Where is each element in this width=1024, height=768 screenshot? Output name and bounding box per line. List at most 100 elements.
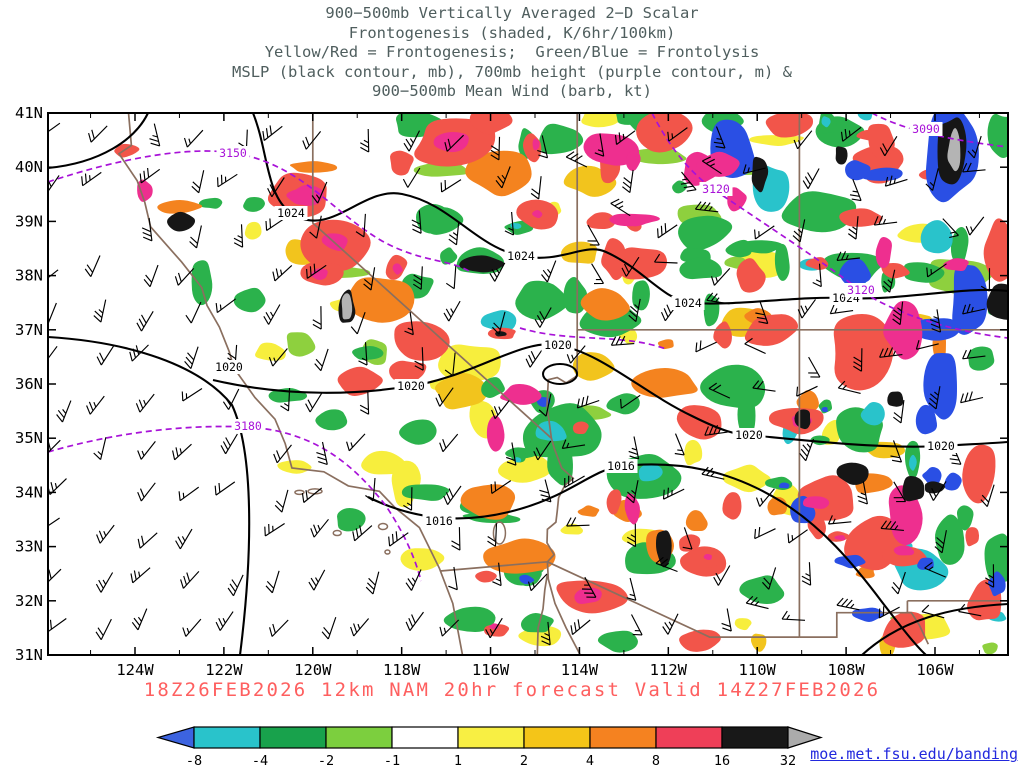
wind-barb <box>570 619 591 636</box>
wind-barb <box>274 489 289 513</box>
wind-barb <box>812 263 822 288</box>
shaded-region <box>638 463 663 482</box>
wind-barb <box>630 614 643 636</box>
wind-barb <box>893 481 907 503</box>
state-border <box>536 573 549 655</box>
shaded-region <box>435 373 488 410</box>
island-outline <box>294 489 305 496</box>
shaded-region <box>401 484 450 501</box>
colorbar-tick-label: 1 <box>454 753 462 768</box>
colorbar-tick-label: 8 <box>652 753 660 768</box>
height-contour <box>48 425 422 582</box>
shaded-region <box>609 213 660 227</box>
wind-barb <box>594 133 605 157</box>
shaded-region <box>497 454 551 483</box>
wind-barb <box>662 613 679 635</box>
wind-barb <box>622 169 634 194</box>
shaded-region <box>922 467 942 486</box>
wind-barb <box>744 337 766 355</box>
shaded-region <box>805 257 829 270</box>
shaded-region <box>703 293 720 327</box>
shaded-region <box>794 409 811 430</box>
shaded-region <box>433 132 469 153</box>
wind-barb <box>620 394 641 409</box>
wind-barb <box>56 400 72 423</box>
forecast-caption: 18Z26FEB2026 12km NAM 20hr forecast Vali… <box>143 679 881 701</box>
wind-barb <box>264 523 285 537</box>
state-border <box>547 561 800 638</box>
shaded-region <box>459 255 505 273</box>
shaded-region <box>984 533 1008 583</box>
wind-barb <box>962 349 986 360</box>
state-border <box>546 561 582 655</box>
wind-barb <box>884 175 908 187</box>
state-border <box>546 113 579 439</box>
wind-barb <box>506 442 517 466</box>
wind-barb <box>435 387 454 407</box>
wind-barb <box>495 166 511 189</box>
wind-barb <box>174 268 195 286</box>
contour-label-bg <box>844 283 878 297</box>
shaded-region <box>713 321 732 349</box>
shaded-region <box>774 243 790 281</box>
shaded-region <box>833 313 894 391</box>
lat-axis-label: 37N <box>15 321 43 339</box>
wind-barb <box>965 216 985 236</box>
wind-barb <box>149 123 161 147</box>
wind-barb <box>742 164 766 175</box>
state-border <box>117 113 464 655</box>
wind-barb <box>540 621 551 646</box>
shaded-region <box>836 462 869 485</box>
contour-label-bg <box>671 296 705 310</box>
shaded-region <box>191 260 213 306</box>
wind-barb <box>48 439 61 454</box>
shaded-region <box>750 633 767 652</box>
wind-barb <box>189 225 202 249</box>
shaded-region <box>500 383 542 405</box>
wind-barb <box>533 440 552 461</box>
shaded-region <box>346 277 415 323</box>
shaded-region <box>943 258 969 272</box>
colorbar-tick-label: 16 <box>714 753 730 768</box>
wind-barb <box>305 392 323 413</box>
wind-barb <box>581 576 597 598</box>
lon-axis-label: 114W <box>561 661 599 679</box>
contour-label-bg <box>216 146 250 160</box>
colorbar-tick-label: 32 <box>780 753 796 768</box>
wind-barb <box>321 617 337 640</box>
colorbar-tick-label: -8 <box>186 753 202 768</box>
wind-barb <box>48 122 61 133</box>
wind-barb <box>405 611 424 631</box>
wind-barb <box>95 618 112 641</box>
wind-barb <box>178 486 200 502</box>
wind-barb <box>444 134 465 152</box>
wind-barb <box>890 440 903 463</box>
wind-barb <box>306 263 327 279</box>
wind-barb <box>137 482 156 502</box>
title-line-5: 900−500mb Mean Wind (barb, kt) <box>372 82 652 100</box>
title-line-3: Yellow/Red = Frontogenesis; Green/Blue =… <box>264 43 760 61</box>
wind-barb <box>655 556 678 573</box>
wind-barb <box>565 151 588 168</box>
wind-barb <box>713 126 726 149</box>
contour-label: 1024 <box>277 206 305 220</box>
site-link[interactable]: moe.met.fsu.edu/banding <box>810 745 1018 763</box>
wind-barb <box>527 573 548 592</box>
shaded-region <box>917 557 934 570</box>
wind-barb <box>985 564 995 588</box>
shaded-region <box>684 439 703 466</box>
shaded-region <box>532 210 543 219</box>
wind-barb <box>215 298 237 314</box>
wind-barb <box>934 530 947 554</box>
shaded-region <box>796 390 819 413</box>
shaded-region <box>597 630 638 653</box>
wind-barb <box>137 532 158 549</box>
wind-barb <box>183 129 204 148</box>
shaded-region <box>860 402 885 426</box>
shaded-region <box>572 352 615 381</box>
shaded-region <box>781 191 857 233</box>
wind-barb <box>363 267 376 291</box>
wind-barb <box>949 442 962 465</box>
shaded-region <box>956 505 974 531</box>
wind-barb <box>853 348 863 372</box>
